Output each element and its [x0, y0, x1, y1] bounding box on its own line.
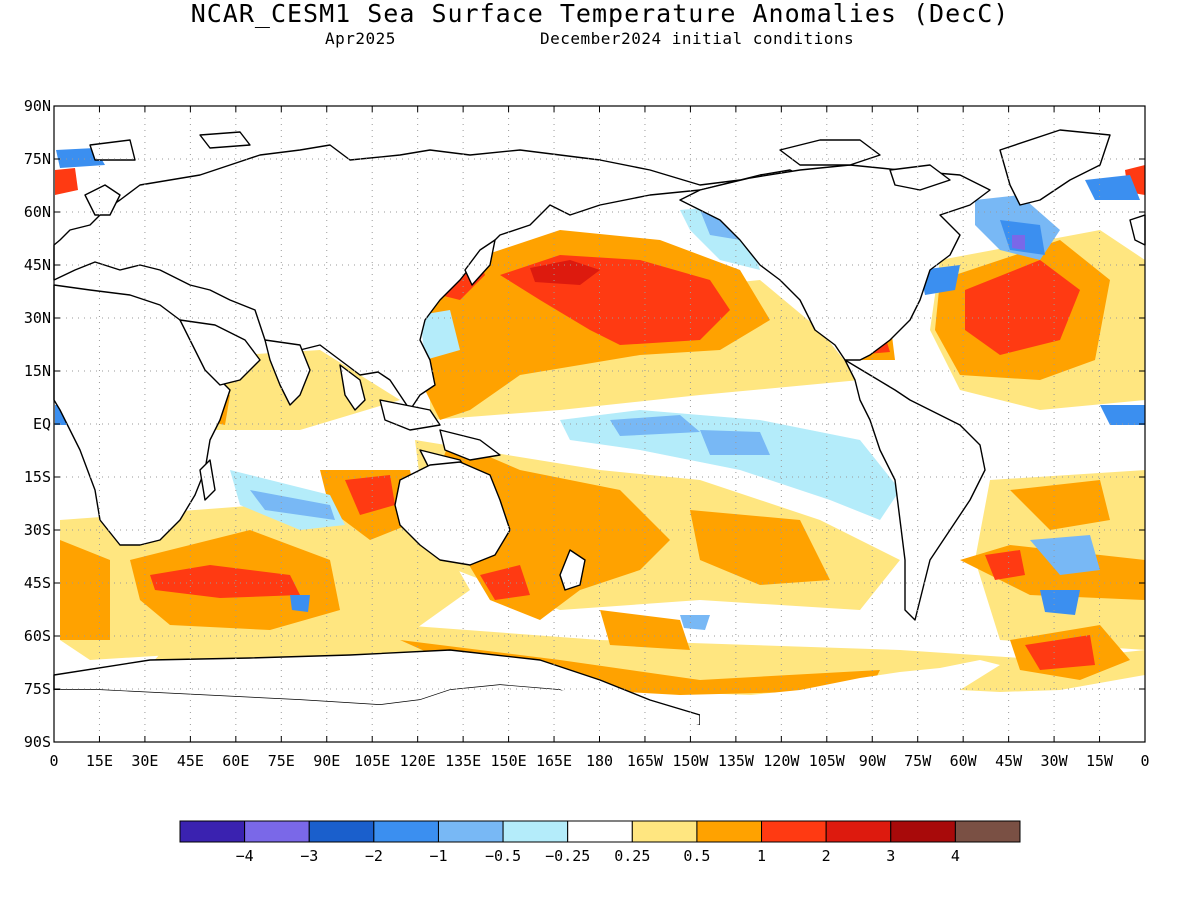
lon-label: 165W [627, 752, 664, 770]
continents [53, 129, 1146, 742]
legend-label: −4 [236, 847, 254, 865]
lat-label: 75N [24, 150, 51, 168]
lon-label: 90E [313, 752, 340, 770]
color-legend: −4 −3 −2 −1 −0.5 −0.25 0.25 0.5 1 2 3 4 [179, 820, 1021, 865]
lat-label: 75S [24, 680, 51, 698]
lat-label: EQ [33, 415, 51, 433]
legend-label: 0.5 [683, 847, 710, 865]
lon-label: 75E [268, 752, 295, 770]
lon-label: 150W [672, 752, 709, 770]
lat-label: 60N [24, 203, 51, 221]
legend-swatch [244, 820, 310, 843]
lon-label: 180 [586, 752, 613, 770]
lon-label: 60W [950, 752, 978, 770]
lon-label: 0 [1140, 752, 1149, 770]
lon-label: 150E [491, 752, 527, 770]
lat-label: 90S [24, 733, 51, 751]
legend-label: −3 [300, 847, 318, 865]
lat-label: 15S [24, 468, 51, 486]
lon-label: 30W [1041, 752, 1069, 770]
lon-label: 105W [809, 752, 846, 770]
lon-label: 0 [49, 752, 58, 770]
lat-label: 45S [24, 574, 51, 592]
lon-label: 15E [86, 752, 113, 770]
lat-lon-grid [54, 106, 1145, 742]
lon-label: 15W [1086, 752, 1114, 770]
legend-label: −0.25 [545, 847, 590, 865]
lon-label: 165E [536, 752, 572, 770]
legend-swatch [954, 820, 1021, 843]
lat-label: 15N [24, 362, 51, 380]
legend-swatch [696, 820, 763, 843]
legend-swatch [179, 820, 246, 843]
lon-label: 135W [718, 752, 755, 770]
chart-title: NCAR_CESM1 Sea Surface Temperature Anoma… [190, 0, 1010, 28]
legend-swatch [308, 820, 375, 843]
forecast-month: Apr2025 [325, 29, 396, 48]
lon-label: 135E [445, 752, 481, 770]
lon-label: 120W [763, 752, 800, 770]
legend-swatch [631, 820, 698, 843]
lat-label: 30N [24, 309, 51, 327]
lon-label: 120E [400, 752, 436, 770]
lat-label: 60S [24, 627, 51, 645]
legend-swatch [502, 820, 569, 843]
legend-swatch [373, 820, 439, 843]
initial-conditions: December2024 initial conditions [540, 29, 855, 48]
legend-swatch [437, 820, 504, 843]
legend-label: −2 [365, 847, 383, 865]
lon-label: 105E [354, 752, 390, 770]
lon-label: 75W [904, 752, 932, 770]
lon-label: 60E [222, 752, 249, 770]
lon-label: 30E [131, 752, 158, 770]
lon-label: 90W [859, 752, 887, 770]
legend-label: −0.5 [485, 847, 521, 865]
legend-label: −1 [429, 847, 447, 865]
lat-label: 90N [24, 97, 51, 115]
legend-swatch [890, 820, 956, 843]
legend-swatch [567, 820, 633, 843]
lon-label: 45W [995, 752, 1023, 770]
lat-label: 30S [24, 521, 51, 539]
legend-swatch [761, 820, 827, 843]
lon-label: 45E [177, 752, 204, 770]
legend-label: 1 [757, 847, 766, 865]
legend-label: 4 [951, 847, 960, 865]
legend-label: 0.25 [614, 847, 650, 865]
legend-swatch [825, 820, 892, 843]
legend-label: 2 [822, 847, 831, 865]
legend-label: 3 [886, 847, 895, 865]
lat-label: 45N [24, 256, 51, 274]
